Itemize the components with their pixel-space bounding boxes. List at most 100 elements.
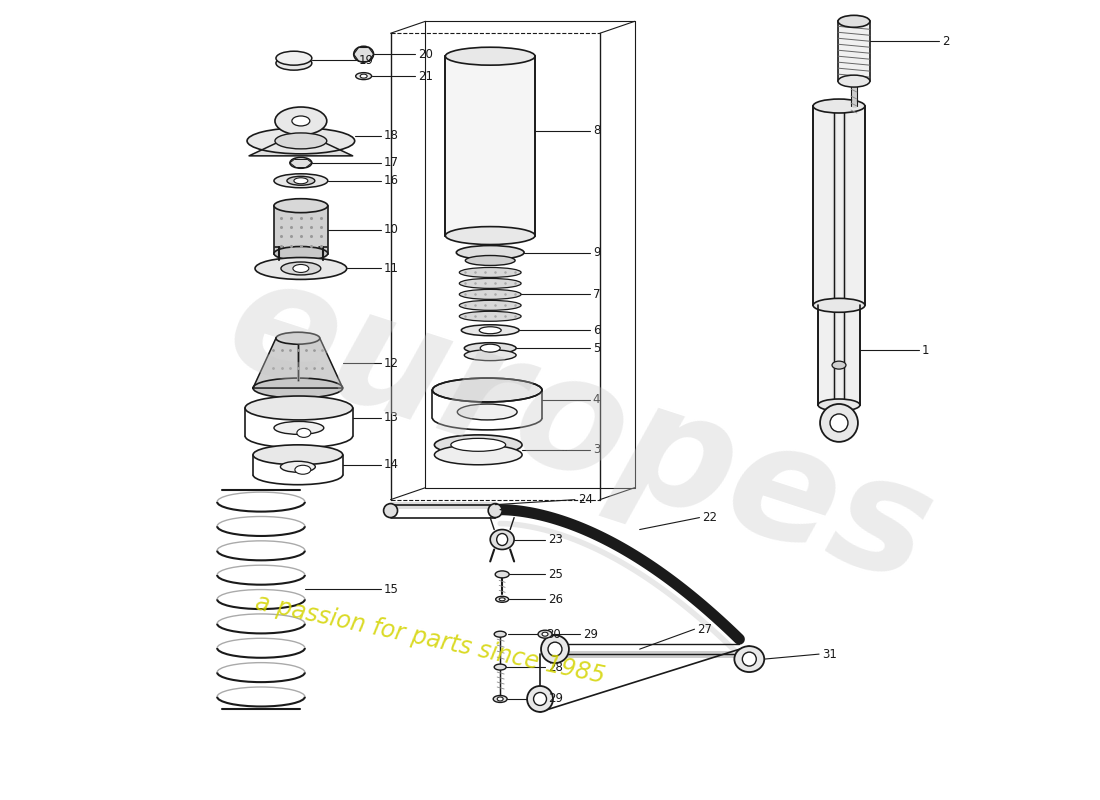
Ellipse shape bbox=[275, 133, 327, 149]
Text: 27: 27 bbox=[697, 622, 713, 636]
Text: 11: 11 bbox=[384, 262, 398, 275]
Ellipse shape bbox=[491, 530, 514, 550]
Ellipse shape bbox=[481, 344, 500, 352]
Text: 26: 26 bbox=[548, 593, 563, 606]
Ellipse shape bbox=[290, 158, 311, 168]
Ellipse shape bbox=[742, 652, 757, 666]
Ellipse shape bbox=[465, 255, 515, 266]
Ellipse shape bbox=[460, 311, 521, 322]
Text: 29: 29 bbox=[583, 628, 598, 641]
Ellipse shape bbox=[451, 438, 506, 451]
Bar bbox=[818, 306, 860, 405]
Bar bbox=[813, 106, 865, 306]
Ellipse shape bbox=[830, 414, 848, 432]
Text: 2: 2 bbox=[942, 34, 949, 48]
Ellipse shape bbox=[276, 51, 311, 65]
Ellipse shape bbox=[460, 300, 521, 310]
Ellipse shape bbox=[287, 176, 315, 186]
Text: 3: 3 bbox=[593, 443, 601, 456]
Text: 9: 9 bbox=[593, 246, 601, 259]
Ellipse shape bbox=[274, 246, 328, 261]
Ellipse shape bbox=[274, 198, 328, 213]
Ellipse shape bbox=[248, 128, 354, 154]
Ellipse shape bbox=[275, 107, 327, 135]
Ellipse shape bbox=[460, 290, 521, 299]
Text: 20: 20 bbox=[418, 48, 433, 61]
Ellipse shape bbox=[813, 298, 865, 312]
Text: 12: 12 bbox=[384, 357, 398, 370]
Text: a passion for parts since 1985: a passion for parts since 1985 bbox=[253, 590, 607, 688]
Ellipse shape bbox=[832, 361, 846, 369]
Bar bbox=[274, 206, 328, 254]
Ellipse shape bbox=[280, 462, 316, 472]
Ellipse shape bbox=[253, 378, 343, 398]
Bar bbox=[446, 56, 535, 235]
Ellipse shape bbox=[434, 445, 522, 465]
Ellipse shape bbox=[276, 56, 311, 70]
Ellipse shape bbox=[432, 378, 542, 402]
Text: 8: 8 bbox=[593, 125, 601, 138]
Ellipse shape bbox=[493, 695, 507, 702]
Ellipse shape bbox=[295, 466, 311, 474]
Text: 13: 13 bbox=[384, 411, 398, 425]
Ellipse shape bbox=[384, 504, 397, 518]
Text: 28: 28 bbox=[548, 661, 563, 674]
Ellipse shape bbox=[274, 174, 328, 188]
Text: 19: 19 bbox=[359, 54, 374, 66]
Ellipse shape bbox=[541, 635, 569, 663]
Ellipse shape bbox=[297, 429, 311, 438]
Ellipse shape bbox=[542, 632, 548, 636]
Ellipse shape bbox=[548, 642, 562, 656]
Text: 31: 31 bbox=[822, 648, 837, 661]
Ellipse shape bbox=[461, 325, 519, 336]
Ellipse shape bbox=[495, 571, 509, 578]
Ellipse shape bbox=[488, 504, 503, 518]
Ellipse shape bbox=[527, 686, 553, 712]
Polygon shape bbox=[253, 338, 343, 388]
Text: 4: 4 bbox=[593, 394, 601, 406]
Text: 16: 16 bbox=[384, 174, 398, 187]
Bar bbox=[838, 22, 870, 81]
Ellipse shape bbox=[496, 596, 508, 602]
Text: 15: 15 bbox=[384, 583, 398, 596]
Text: 21: 21 bbox=[418, 70, 433, 82]
Ellipse shape bbox=[460, 267, 521, 278]
Ellipse shape bbox=[464, 342, 516, 354]
Ellipse shape bbox=[253, 445, 343, 465]
Text: 25: 25 bbox=[548, 568, 563, 581]
Ellipse shape bbox=[497, 697, 503, 701]
Ellipse shape bbox=[274, 422, 323, 434]
Ellipse shape bbox=[446, 47, 535, 65]
Ellipse shape bbox=[480, 326, 502, 334]
Text: 30: 30 bbox=[546, 628, 561, 641]
Ellipse shape bbox=[494, 631, 506, 637]
Ellipse shape bbox=[497, 534, 507, 546]
Ellipse shape bbox=[354, 46, 374, 62]
Ellipse shape bbox=[813, 99, 865, 113]
Text: 7: 7 bbox=[593, 288, 601, 301]
Text: 1: 1 bbox=[922, 344, 930, 357]
Ellipse shape bbox=[538, 630, 552, 638]
Text: 24: 24 bbox=[578, 493, 593, 506]
Text: 17: 17 bbox=[384, 156, 398, 170]
Text: 23: 23 bbox=[548, 533, 563, 546]
Ellipse shape bbox=[735, 646, 764, 672]
Ellipse shape bbox=[293, 265, 309, 273]
Ellipse shape bbox=[818, 399, 860, 411]
Text: 5: 5 bbox=[593, 342, 601, 354]
Ellipse shape bbox=[446, 226, 535, 245]
Text: europes: europes bbox=[209, 244, 950, 616]
Ellipse shape bbox=[460, 278, 521, 288]
Ellipse shape bbox=[821, 404, 858, 442]
Ellipse shape bbox=[499, 598, 505, 601]
Text: 6: 6 bbox=[593, 324, 601, 337]
Ellipse shape bbox=[458, 404, 517, 420]
Ellipse shape bbox=[355, 73, 372, 80]
Ellipse shape bbox=[292, 116, 310, 126]
Ellipse shape bbox=[434, 435, 522, 455]
Ellipse shape bbox=[255, 258, 346, 279]
Ellipse shape bbox=[534, 693, 547, 706]
Ellipse shape bbox=[838, 15, 870, 27]
Ellipse shape bbox=[360, 74, 367, 78]
Ellipse shape bbox=[245, 396, 353, 420]
